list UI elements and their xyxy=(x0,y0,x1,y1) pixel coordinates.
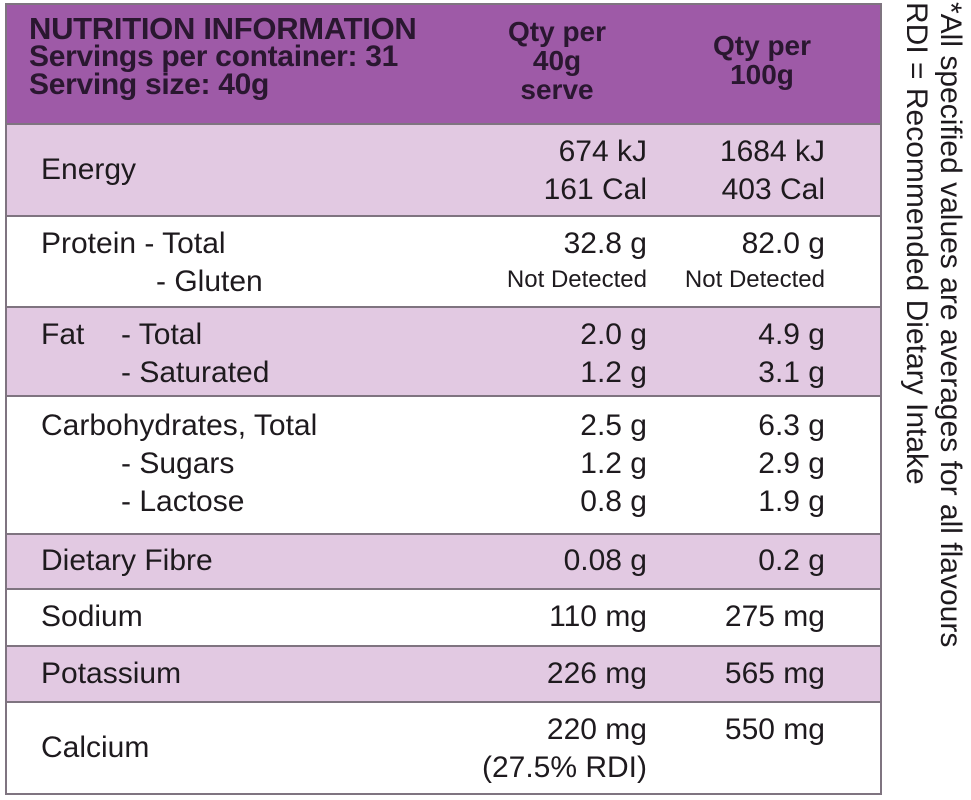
energy-kj-100g: 1684 kJ xyxy=(719,135,825,168)
col2-line1: Qty per xyxy=(712,30,812,61)
label-carbs-total: Carbohydrates, Total xyxy=(41,409,318,442)
calcium-per-100g: 550 mg xyxy=(724,713,825,746)
col1-line3: serve xyxy=(520,74,594,105)
fat-saturated-100g: 3.1 g xyxy=(758,356,825,389)
label-potassium: Potassium xyxy=(41,657,182,690)
carbs-per-serve: 2.5 g 1.2 g 0.8 g xyxy=(580,407,647,521)
col1-line2: 40g xyxy=(532,45,582,76)
footnotes: *All specified values are averages for a… xyxy=(885,0,971,800)
sodium-per-100g: 275 mg xyxy=(724,600,825,633)
carbs-total-100g: 6.3 g xyxy=(758,409,825,442)
label-sugars: - Sugars xyxy=(121,447,235,480)
energy-cal-serve: 161 Cal xyxy=(543,173,647,206)
header-info: NUTRITION INFORMATION Servings per conta… xyxy=(29,11,417,101)
label-protein-total: Protein - Total xyxy=(41,227,226,260)
label-energy: Energy xyxy=(41,153,137,186)
label-fat-main: Fat xyxy=(41,318,85,351)
col2-line2: 100g xyxy=(730,59,794,90)
protein-serve: 32.8 g xyxy=(563,227,647,260)
servings-per-container: Servings per container: 31 xyxy=(29,40,399,73)
fat-saturated-serve: 1.2 g xyxy=(580,356,647,389)
fat-total-100g: 4.9 g xyxy=(758,318,825,351)
label-fat-saturated: - Saturated xyxy=(121,356,270,389)
footnote-text: *All specified values are averages for a… xyxy=(899,2,967,647)
row-protein: Protein - Total - Gluten 32.8 g Not Dete… xyxy=(7,217,880,308)
fat-per-serve: 2.0 g 1.2 g xyxy=(580,316,647,392)
label-gluten: - Gluten xyxy=(156,265,263,298)
row-energy: Energy 674 kJ 161 Cal 1684 kJ 403 Cal xyxy=(7,125,880,217)
row-fat: Fat - Total - Saturated 2.0 g 1.2 g 4.9 … xyxy=(7,308,880,397)
row-potassium: Potassium 226 mg 565 mg xyxy=(7,647,880,703)
row-sodium: Sodium 110 mg 275 mg xyxy=(7,590,880,647)
row-calcium: Calcium 220 mg (27.5% RDI) 550 mg xyxy=(7,703,880,793)
fibre-per-100g: 0.2 g xyxy=(758,544,825,577)
label-dietary-fibre: Dietary Fibre xyxy=(41,544,213,577)
gluten-serve: Not Detected xyxy=(506,266,647,293)
footnote-rdi: RDI = Recommended Dietary Intake xyxy=(900,2,933,485)
label-calcium: Calcium xyxy=(41,731,150,764)
lactose-serve: 0.8 g xyxy=(580,485,647,518)
protein-per-100g: 82.0 g Not Detected xyxy=(685,225,825,295)
energy-cal-100g: 403 Cal xyxy=(721,173,825,206)
sugars-serve: 1.2 g xyxy=(580,447,647,480)
protein-100g: 82.0 g xyxy=(741,227,825,260)
protein-per-serve: 32.8 g Not Detected xyxy=(507,225,647,295)
nutrition-table: NUTRITION INFORMATION Servings per conta… xyxy=(5,3,882,795)
energy-kj-serve: 674 kJ xyxy=(558,135,647,168)
calcium-serve: 220 mg xyxy=(546,713,647,746)
serving-size: Serving size: 40g xyxy=(29,68,269,101)
potassium-per-100g: 565 mg xyxy=(724,657,825,690)
col1-line1: Qty per xyxy=(507,16,607,47)
carbs-per-100g: 6.3 g 2.9 g 1.9 g xyxy=(758,407,825,521)
label-protein: Protein - Total - Gluten xyxy=(41,225,263,301)
label-lactose: - Lactose xyxy=(121,485,245,518)
column-header-per-serve: Qty per 40g serve xyxy=(462,17,652,104)
column-header-per-100g: Qty per 100g xyxy=(667,31,857,89)
carbs-total-serve: 2.5 g xyxy=(580,409,647,442)
calcium-per-serve: 220 mg (27.5% RDI) xyxy=(482,711,647,787)
potassium-per-serve: 226 mg xyxy=(546,657,647,690)
row-dietary-fibre: Dietary Fibre 0.08 g 0.2 g xyxy=(7,535,880,590)
table-title: NUTRITION INFORMATION xyxy=(29,11,417,46)
sugars-100g: 2.9 g xyxy=(758,447,825,480)
calcium-rdi: (27.5% RDI) xyxy=(481,751,647,784)
fat-total-serve: 2.0 g xyxy=(580,318,647,351)
label-fat: Fat - Total - Saturated xyxy=(41,316,269,392)
label-carbohydrates: Carbohydrates, Total - Sugars - Lactose xyxy=(41,407,317,521)
energy-per-serve: 674 kJ 161 Cal xyxy=(544,133,647,209)
fibre-per-serve: 0.08 g xyxy=(563,544,647,577)
gluten-100g: Not Detected xyxy=(684,266,825,293)
label-sodium: Sodium xyxy=(41,600,143,633)
row-carbohydrates: Carbohydrates, Total - Sugars - Lactose … xyxy=(7,397,880,535)
fat-per-100g: 4.9 g 3.1 g xyxy=(758,316,825,392)
table-header: NUTRITION INFORMATION Servings per conta… xyxy=(7,5,880,125)
sodium-per-serve: 110 mg xyxy=(549,600,647,633)
footnote-averages: *All specified values are averages for a… xyxy=(934,2,967,648)
label-fat-total: - Total xyxy=(121,318,203,351)
lactose-100g: 1.9 g xyxy=(758,485,825,518)
energy-per-100g: 1684 kJ 403 Cal xyxy=(720,133,825,209)
